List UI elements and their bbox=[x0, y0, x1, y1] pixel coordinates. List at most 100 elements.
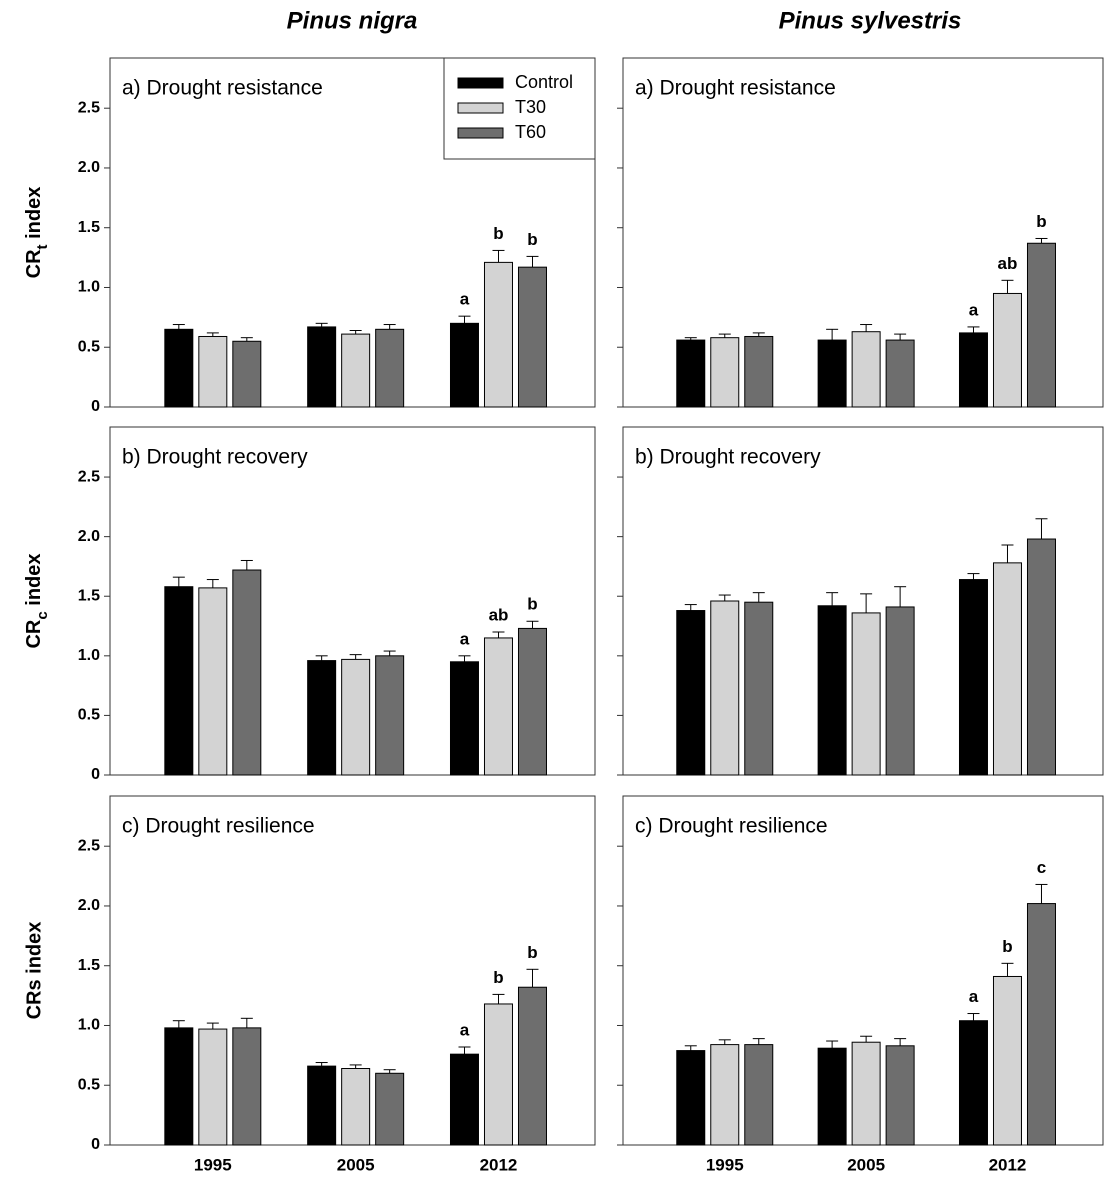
significance-letter: a bbox=[969, 987, 979, 1006]
bar bbox=[233, 341, 261, 407]
significance-letter: b bbox=[493, 968, 503, 987]
bar bbox=[993, 563, 1021, 775]
y-tick-label: 0 bbox=[91, 1136, 100, 1153]
y-axis-label: CRs index bbox=[23, 922, 45, 1020]
y-tick-label: 2.0 bbox=[78, 528, 100, 545]
bar bbox=[959, 333, 987, 407]
significance-letter: ab bbox=[489, 605, 509, 624]
bar bbox=[745, 1045, 773, 1145]
y-tick-label: 0 bbox=[91, 766, 100, 783]
legend-label: T30 bbox=[515, 97, 546, 117]
panel-title: a) Drought resistance bbox=[635, 77, 836, 100]
bar bbox=[818, 340, 846, 407]
bar bbox=[165, 587, 193, 775]
x-tick-label: 1995 bbox=[194, 1155, 232, 1174]
panel-title: c) Drought resilience bbox=[122, 815, 315, 838]
significance-letter: b bbox=[527, 595, 537, 614]
x-tick-label: 2012 bbox=[989, 1155, 1027, 1174]
y-tick-label: 1.5 bbox=[78, 219, 100, 236]
bar bbox=[518, 628, 546, 775]
bar bbox=[450, 1054, 478, 1145]
y-axis-label-main: CR bbox=[23, 619, 45, 648]
panel-title: b) Drought recovery bbox=[122, 446, 308, 469]
bar bbox=[852, 613, 880, 775]
y-tick-label: 0.5 bbox=[78, 1076, 100, 1093]
x-tick-label: 2005 bbox=[847, 1155, 885, 1174]
y-tick-label: 2.5 bbox=[78, 468, 100, 485]
bar bbox=[745, 602, 773, 775]
significance-letter: b bbox=[1002, 937, 1012, 956]
bar bbox=[745, 336, 773, 407]
panel-title: a) Drought resistance bbox=[122, 77, 323, 100]
bar bbox=[199, 336, 227, 407]
bar bbox=[342, 1069, 370, 1145]
legend-label: Control bbox=[515, 72, 573, 92]
y-axis-label: CRt index bbox=[23, 187, 51, 279]
bar bbox=[376, 1073, 404, 1145]
bar bbox=[484, 262, 512, 407]
bar bbox=[677, 340, 705, 407]
legend-swatch bbox=[458, 128, 503, 138]
bar bbox=[376, 329, 404, 407]
bar bbox=[677, 1051, 705, 1145]
bar bbox=[886, 340, 914, 407]
y-tick-label: 2.0 bbox=[78, 897, 100, 914]
bar bbox=[342, 659, 370, 775]
significance-letter: b bbox=[527, 230, 537, 249]
y-axis-label-main: CR bbox=[23, 249, 45, 278]
x-tick-label: 2005 bbox=[337, 1155, 375, 1174]
bar bbox=[886, 1046, 914, 1145]
y-tick-label: 2.5 bbox=[78, 99, 100, 116]
y-tick-label: 0 bbox=[91, 398, 100, 415]
y-axis-label: CRc index bbox=[23, 553, 51, 648]
column-title: Pinus nigra bbox=[287, 7, 418, 34]
legend-swatch bbox=[458, 103, 503, 113]
bar bbox=[165, 1028, 193, 1145]
bar bbox=[1027, 904, 1055, 1145]
y-tick-label: 1.0 bbox=[78, 647, 100, 664]
significance-letter: b bbox=[1036, 212, 1046, 231]
legend-label: T60 bbox=[515, 122, 546, 142]
legend-swatch bbox=[458, 78, 503, 88]
bar bbox=[199, 1029, 227, 1145]
bar bbox=[711, 601, 739, 775]
significance-letter: a bbox=[460, 290, 470, 309]
bar bbox=[1027, 539, 1055, 775]
bar bbox=[852, 332, 880, 407]
bar bbox=[233, 1028, 261, 1145]
bar bbox=[818, 1048, 846, 1145]
y-tick-label: 0.5 bbox=[78, 707, 100, 724]
y-tick-label: 2.0 bbox=[78, 159, 100, 176]
y-axis-label-tail: index bbox=[23, 187, 45, 245]
significance-letter: ab bbox=[998, 254, 1018, 273]
bar bbox=[308, 661, 336, 775]
bar bbox=[342, 334, 370, 407]
significance-letter: a bbox=[460, 629, 470, 648]
bar bbox=[450, 323, 478, 407]
bar bbox=[518, 267, 546, 407]
y-tick-label: 1.5 bbox=[78, 587, 100, 604]
panel-title: c) Drought resilience bbox=[635, 815, 828, 838]
page: Pinus nigra Pinus sylvestris a) Drought … bbox=[0, 0, 1104, 1177]
bar bbox=[711, 1045, 739, 1145]
panel-title: b) Drought recovery bbox=[635, 446, 821, 469]
bar bbox=[308, 1066, 336, 1145]
bar bbox=[818, 606, 846, 775]
significance-letter: a bbox=[969, 300, 979, 319]
bar bbox=[165, 329, 193, 407]
bar bbox=[450, 662, 478, 775]
bar bbox=[199, 588, 227, 775]
bar bbox=[993, 976, 1021, 1145]
significance-letter: b bbox=[527, 943, 537, 962]
bar bbox=[677, 611, 705, 775]
bar bbox=[484, 638, 512, 775]
bar bbox=[233, 570, 261, 775]
bar bbox=[711, 338, 739, 407]
x-tick-label: 2012 bbox=[480, 1155, 518, 1174]
bar bbox=[993, 293, 1021, 407]
y-tick-label: 2.5 bbox=[78, 837, 100, 854]
bar bbox=[852, 1042, 880, 1145]
significance-letter: c bbox=[1037, 858, 1046, 877]
y-tick-label: 1.0 bbox=[78, 279, 100, 296]
y-tick-label: 1.0 bbox=[78, 1017, 100, 1034]
